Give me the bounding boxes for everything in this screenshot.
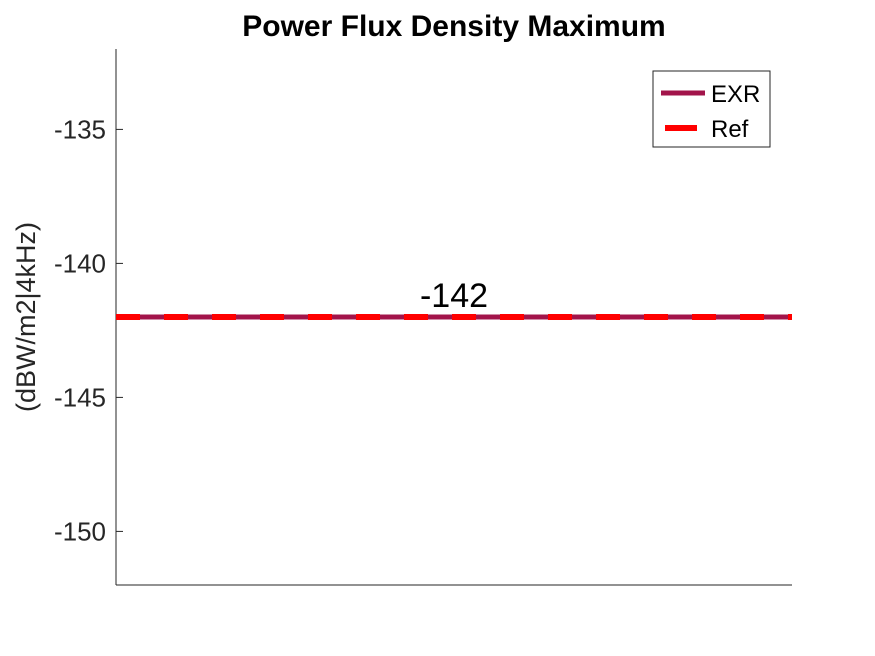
legend: EXR Ref	[652, 70, 771, 148]
legend-box	[652, 70, 771, 148]
legend-label-ref: Ref	[711, 116, 749, 143]
y-tick-label: -135	[54, 114, 106, 144]
y-tick-label: -145	[54, 382, 106, 412]
legend-label-exr: EXR	[711, 81, 760, 108]
y-axis-ticks: -135 -140 -145 -150	[54, 114, 123, 546]
chart-title: Power Flux Density Maximum	[242, 10, 665, 43]
data-label: -142	[420, 277, 488, 315]
y-axis-label: (dBW/m2|4kHz)	[11, 222, 41, 412]
annotations: -142	[420, 277, 488, 315]
y-tick-label: -150	[54, 516, 106, 546]
y-tick-label: -140	[54, 248, 106, 278]
